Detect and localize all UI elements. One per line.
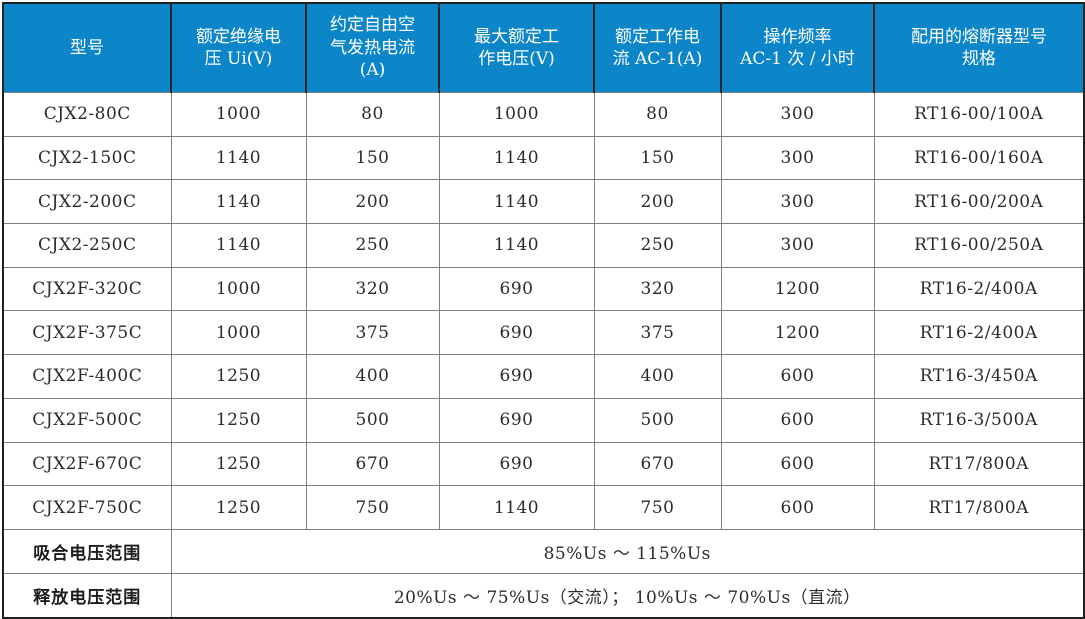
value-cell: 600: [720, 485, 875, 530]
value-cell: 250: [593, 223, 722, 268]
value-cell: RT16-00/160A: [873, 135, 1085, 181]
value-cell: 80: [593, 92, 722, 137]
footer-value: 85%Us ～ 115%Us: [170, 528, 1085, 574]
value-cell: 300: [720, 223, 875, 268]
value-cell: 1000: [438, 92, 595, 137]
table-row: CJX2F-375C 1000 375 690 375 1200 RT16-2/400A: [2, 310, 1085, 356]
value-cell: 690: [438, 441, 595, 487]
value-cell: 690: [438, 354, 595, 399]
value-cell: RT16-3/500A: [873, 397, 1085, 443]
model-cell: CJX2-150C: [2, 135, 172, 181]
column-header-4: 额定工作电 流 AC-1(A): [593, 3, 722, 93]
value-cell: 500: [305, 397, 440, 443]
table-row: CJX2F-500C 1250 500 690 500 600 RT16-3/500A: [2, 397, 1085, 443]
value-cell: 1140: [170, 135, 307, 181]
model-cell: CJX2F-750C: [2, 485, 172, 530]
column-header-2: 约定自由空 气发热电流 (A): [305, 3, 440, 93]
value-cell: RT16-00/100A: [873, 92, 1085, 137]
value-cell: 1000: [170, 310, 307, 356]
model-cell: CJX2F-320C: [2, 266, 172, 312]
value-cell: 1250: [170, 441, 307, 487]
model-cell: CJX2-250C: [2, 223, 172, 268]
value-cell: 1200: [720, 310, 875, 356]
footer-label: 释放电压范围: [2, 572, 172, 619]
table-row: CJX2F-400C 1250 400 690 400 600 RT16-3/450A: [2, 354, 1085, 399]
model-cell: CJX2F-400C: [2, 354, 172, 399]
value-cell: 300: [720, 179, 875, 225]
table-row: CJX2-80C 1000 80 1000 80 300 RT16-00/100A: [2, 92, 1085, 137]
footer-row: 释放电压范围 20%Us ～ 75%Us（交流）； 10%Us ～ 70%Us（直…: [2, 572, 1085, 619]
value-cell: 150: [305, 135, 440, 181]
table-row: CJX2-250C 1140 250 1140 250 300 RT16-00/250A: [2, 223, 1085, 268]
value-cell: 375: [593, 310, 722, 356]
value-cell: RT17/800A: [873, 485, 1085, 530]
value-cell: 320: [305, 266, 440, 312]
value-cell: 150: [593, 135, 722, 181]
table-row: CJX2-150C 1140 150 1140 150 300 RT16-00/160A: [2, 135, 1085, 181]
value-cell: 375: [305, 310, 440, 356]
table-body: CJX2-80C 1000 80 1000 80 300 RT16-00/100A CJX2-…: [2, 92, 1085, 530]
value-cell: 80: [305, 92, 440, 137]
value-cell: RT17/800A: [873, 441, 1085, 487]
model-cell: CJX2F-670C: [2, 441, 172, 487]
value-cell: 600: [720, 354, 875, 399]
value-cell: 600: [720, 441, 875, 487]
value-cell: 750: [305, 485, 440, 530]
value-cell: 1140: [438, 179, 595, 225]
value-cell: 670: [305, 441, 440, 487]
value-cell: 1000: [170, 92, 307, 137]
value-cell: 670: [593, 441, 722, 487]
value-cell: 1140: [438, 485, 595, 530]
value-cell: 1250: [170, 354, 307, 399]
value-cell: 750: [593, 485, 722, 530]
value-cell: 1250: [170, 485, 307, 530]
value-cell: 690: [438, 266, 595, 312]
table-header: 型号 额定绝缘电 压 Ui(V) 约定自由空 气发热电流 (A) 最大额定工 作电压(…: [2, 3, 1085, 93]
table-row: CJX2F-750C 1250 750 1140 750 600 RT17/800A: [2, 485, 1085, 530]
model-cell: CJX2F-500C: [2, 397, 172, 443]
value-cell: 1140: [438, 135, 595, 181]
value-cell: 600: [720, 397, 875, 443]
value-cell: 1200: [720, 266, 875, 312]
column-header-6: 配用的熔断器型号 规格: [873, 3, 1085, 93]
value-cell: 320: [593, 266, 722, 312]
table-footer: 吸合电压范围 85%Us ～ 115%Us 释放电压范围 20%Us ～ 75%Us（…: [2, 528, 1085, 619]
value-cell: 1140: [170, 223, 307, 268]
value-cell: 200: [593, 179, 722, 225]
value-cell: 1140: [438, 223, 595, 268]
column-header-3: 最大额定工 作电压(V): [438, 3, 595, 93]
table-row: CJX2F-320C 1000 320 690 320 1200 RT16-2/400A: [2, 266, 1085, 312]
value-cell: RT16-00/250A: [873, 223, 1085, 268]
value-cell: 690: [438, 397, 595, 443]
value-cell: RT16-2/400A: [873, 266, 1085, 312]
value-cell: 200: [305, 179, 440, 225]
column-header-1: 额定绝缘电 压 Ui(V): [170, 3, 307, 93]
table-row: CJX2-200C 1140 200 1140 200 300 RT16-00/200A: [2, 179, 1085, 225]
model-cell: CJX2-80C: [2, 92, 172, 137]
value-cell: 300: [720, 92, 875, 137]
model-cell: CJX2F-375C: [2, 310, 172, 356]
value-cell: 400: [305, 354, 440, 399]
column-header-5: 操作频率 AC-1 次 / 小时: [720, 3, 875, 93]
value-cell: 1000: [170, 266, 307, 312]
value-cell: RT16-2/400A: [873, 310, 1085, 356]
value-cell: 690: [438, 310, 595, 356]
value-cell: RT16-00/200A: [873, 179, 1085, 225]
value-cell: 400: [593, 354, 722, 399]
footer-row: 吸合电压范围 85%Us ～ 115%Us: [2, 528, 1085, 574]
table-row: CJX2F-670C 1250 670 690 670 600 RT17/800A: [2, 441, 1085, 487]
value-cell: RT16-3/450A: [873, 354, 1085, 399]
model-cell: CJX2-200C: [2, 179, 172, 225]
footer-label: 吸合电压范围: [2, 528, 172, 574]
value-cell: 500: [593, 397, 722, 443]
value-cell: 1140: [170, 179, 307, 225]
value-cell: 250: [305, 223, 440, 268]
header-row: 型号 额定绝缘电 压 Ui(V) 约定自由空 气发热电流 (A) 最大额定工 作电压(…: [2, 3, 1085, 93]
column-header-0: 型号: [2, 3, 172, 93]
footer-value: 20%Us ～ 75%Us（交流）； 10%Us ～ 70%Us（直流）: [170, 572, 1085, 619]
value-cell: 1250: [170, 397, 307, 443]
value-cell: 300: [720, 135, 875, 181]
